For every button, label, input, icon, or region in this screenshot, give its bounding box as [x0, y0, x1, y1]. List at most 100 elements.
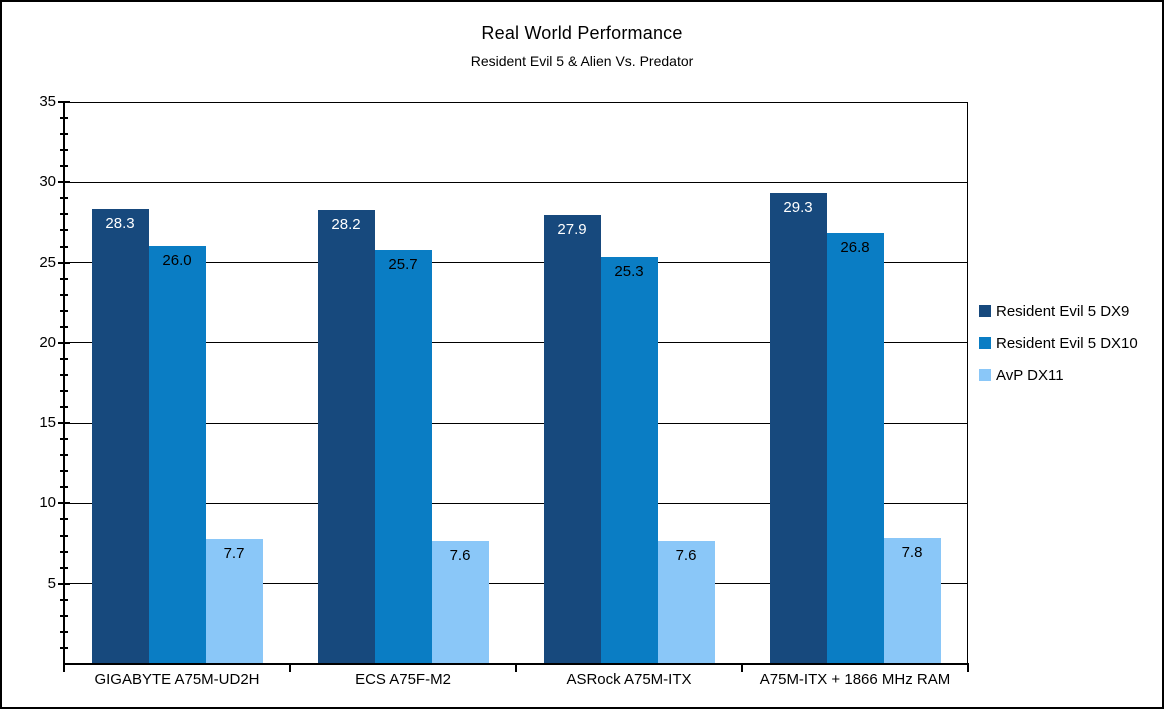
- bar-value-label: 7.7: [223, 545, 245, 563]
- y-axis-label: 30: [39, 173, 56, 191]
- legend-item: Resident Evil 5 DX10: [979, 334, 1138, 352]
- x-axis-tick: [741, 664, 743, 672]
- y-axis-tick: [60, 454, 68, 457]
- y-axis-tick: [60, 373, 68, 376]
- y-axis-tick: [60, 470, 68, 473]
- y-axis-tick: [60, 550, 68, 553]
- bar-series-1-cat-3: 26.8: [826, 232, 884, 663]
- bar-series-1-cat-0: 26.0: [148, 245, 206, 663]
- y-axis-tick: [58, 261, 70, 264]
- y-axis-tick: [58, 101, 70, 103]
- legend-swatch-icon: [979, 369, 991, 381]
- bar-value-label: 26.0: [162, 251, 192, 269]
- y-axis-tick: [60, 229, 68, 232]
- legend-label: Resident Evil 5 DX9: [996, 302, 1130, 320]
- bar-series-0-cat-2: 27.9: [543, 215, 601, 663]
- bar-series-2-cat-0: 7.7: [205, 539, 263, 663]
- y-axis-tick: [60, 566, 68, 569]
- legend-swatch-icon: [979, 305, 991, 317]
- bar-series-1-cat-1: 25.7: [374, 250, 432, 663]
- y-axis-tick: [60, 325, 68, 328]
- bar-series-0-cat-0: 28.3: [91, 208, 149, 663]
- bar-value-label: 28.3: [105, 214, 135, 232]
- bar-value-label: 27.9: [557, 221, 587, 239]
- y-axis-label: 25: [39, 253, 56, 271]
- legend-swatch-icon: [979, 337, 991, 349]
- legend: Resident Evil 5 DX9 Resident Evil 5 DX10…: [979, 302, 1138, 398]
- y-axis-tick: [60, 614, 68, 617]
- y-axis-label: 35: [39, 93, 56, 110]
- legend-label: AvP DX11: [996, 366, 1064, 384]
- x-axis-category-label: ECS A75F-M2: [355, 671, 451, 688]
- bar-group: 28.3 26.0 7.7: [64, 102, 290, 663]
- y-axis-label: 15: [39, 414, 56, 432]
- y-axis-tick: [60, 357, 68, 360]
- gridline: [64, 422, 968, 424]
- bar-value-label: 25.3: [614, 262, 644, 280]
- legend-label: Resident Evil 5 DX10: [996, 334, 1138, 352]
- x-axis-tick: [967, 664, 969, 672]
- gridline: [64, 583, 968, 585]
- y-axis-tick: [58, 422, 70, 425]
- gridline: [64, 262, 968, 264]
- y-axis-label: 20: [39, 333, 56, 351]
- y-axis-tick: [60, 630, 68, 633]
- y-axis-tick: [60, 213, 68, 216]
- plot-area: 5 10 15 20 25 30 35 28.3 26.0 7.7 GIGABYTE A75M-UD…: [39, 93, 969, 688]
- plot-border-right: [967, 102, 968, 664]
- y-axis-tick: [60, 133, 68, 136]
- y-axis-tick: [60, 646, 68, 649]
- y-axis-tick: [60, 598, 68, 601]
- y-axis-label: 10: [39, 494, 56, 512]
- y-axis-label: 5: [47, 574, 56, 592]
- bar-value-label: 25.7: [388, 256, 418, 274]
- legend-item: AvP DX11: [979, 366, 1138, 384]
- y-axis-tick: [60, 293, 68, 296]
- bar-group: 27.9 25.3 7.6: [516, 102, 742, 663]
- bar-series-2-cat-1: 7.6: [431, 540, 489, 663]
- y-axis-tick: [58, 341, 70, 344]
- y-axis-tick: [60, 197, 68, 200]
- y-axis-tick: [60, 406, 68, 409]
- y-axis-tick: [60, 165, 68, 168]
- bar-group: 28.2 25.7 7.6: [290, 102, 516, 663]
- y-axis-tick: [60, 390, 68, 393]
- bar-value-label: 7.6: [449, 546, 471, 564]
- bar-value-label: 7.6: [675, 546, 697, 564]
- gridline: [64, 181, 968, 183]
- gridline: [64, 342, 968, 344]
- y-axis-tick: [60, 534, 68, 537]
- x-axis-category-label: GIGABYTE A75M-UD2H: [94, 671, 260, 688]
- x-axis-tick: [515, 664, 517, 672]
- bar-value-label: 28.2: [331, 216, 361, 234]
- bar-series-0-cat-1: 28.2: [317, 210, 375, 663]
- gridline: [64, 502, 968, 504]
- bar-value-label: 26.8: [840, 238, 870, 256]
- chart-title: Real World Performance: [481, 23, 683, 43]
- y-axis-tick: [58, 181, 70, 184]
- bar-value-label: 29.3: [783, 198, 813, 216]
- x-axis-tick: [289, 664, 291, 672]
- bar-series-0-cat-3: 29.3: [769, 192, 827, 663]
- y-axis-tick: [60, 309, 68, 312]
- y-axis-tick: [60, 486, 68, 489]
- y-axis-tick: [60, 117, 68, 120]
- chart-subtitle: Resident Evil 5 & Alien Vs. Predator: [470, 53, 694, 69]
- y-axis-tick: [60, 277, 68, 280]
- bar-series-1-cat-2: 25.3: [600, 256, 658, 663]
- y-axis-tick: [60, 518, 68, 521]
- y-axis-tick: [60, 245, 68, 248]
- y-axis-tick: [58, 582, 70, 585]
- plot-border-top: [64, 102, 968, 103]
- bar-series-2-cat-3: 7.8: [883, 537, 941, 663]
- bar-group: 29.3 26.8 7.8: [742, 102, 968, 663]
- y-axis-tick: [58, 502, 70, 505]
- y-axis-tick: [60, 149, 68, 152]
- y-axis-tick: [60, 438, 68, 441]
- x-axis-tick: [63, 664, 65, 672]
- y-axis-line: [63, 102, 65, 665]
- bar-series-2-cat-2: 7.6: [657, 540, 715, 663]
- bar-value-label: 7.8: [901, 543, 923, 561]
- x-axis-category-label: A75M-ITX + 1866 MHz RAM: [759, 671, 951, 688]
